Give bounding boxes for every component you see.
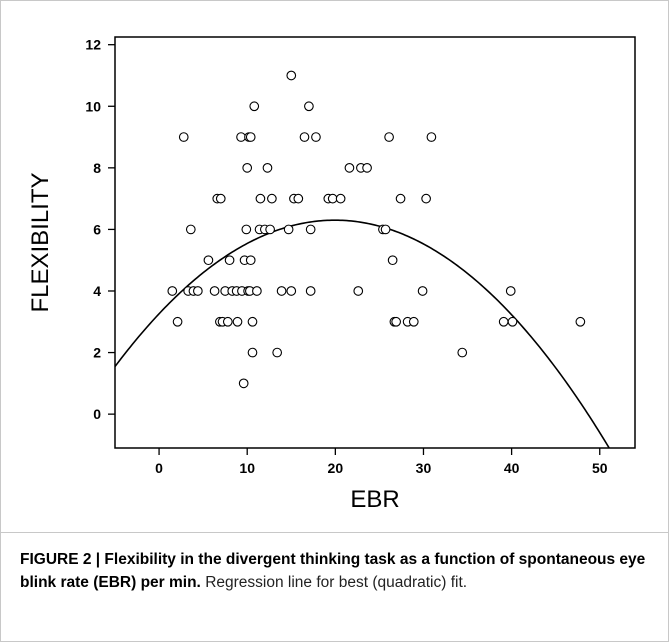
data-point	[262, 162, 273, 173]
data-point	[293, 193, 304, 204]
data-point	[222, 316, 233, 327]
regression-layer	[115, 219, 611, 448]
data-point	[247, 316, 258, 327]
data-point	[395, 193, 406, 204]
regression-curve	[115, 219, 611, 448]
y-axis-title: FLEXIBILITY	[27, 172, 54, 312]
data-point	[185, 224, 196, 235]
data-point	[498, 316, 509, 327]
data-point	[245, 255, 256, 266]
data-point	[265, 224, 275, 235]
x-tick-label: 20	[328, 460, 344, 476]
data-point	[344, 162, 355, 173]
x-tick-label: 40	[504, 460, 520, 476]
figure-caption: FIGURE 2 | Flexibility in the divergent …	[20, 548, 650, 594]
plot-area-border	[114, 36, 636, 449]
x-tick-label: 50	[592, 460, 608, 476]
data-point	[391, 316, 402, 327]
data-point	[193, 286, 203, 296]
data-point	[335, 193, 346, 204]
y-tick-label: 10	[85, 98, 101, 114]
caption-divider	[0, 532, 669, 533]
data-point	[417, 286, 428, 296]
data-point	[267, 193, 277, 204]
data-point	[507, 316, 518, 327]
data-point	[203, 255, 214, 266]
data-point	[457, 347, 468, 358]
data-point	[245, 132, 256, 142]
data-point	[238, 378, 249, 389]
y-tick-label: 2	[93, 345, 101, 361]
data-point	[178, 132, 189, 142]
data-point	[426, 132, 437, 142]
y-tick-label: 12	[85, 37, 101, 53]
data-point	[353, 286, 364, 296]
data-point	[304, 101, 314, 112]
caption-title: FIGURE 2 | Flexibility in the divergent …	[20, 551, 646, 591]
axis-ticks: 0 10 20 30 40 50 0 2 4 6 8 10 12	[85, 37, 607, 476]
data-point	[283, 224, 294, 235]
x-tick-label: 10	[239, 460, 255, 476]
y-tick-label: 6	[93, 221, 101, 237]
x-axis-title: EBR	[350, 486, 399, 513]
data-point	[276, 286, 287, 296]
data-point	[380, 224, 391, 235]
y-tick-label: 0	[93, 406, 101, 422]
scatter-chart: 0 10 20 30 40 50 0 2 4 6 8 10 12 EBR FLEXIBILITY	[27, 36, 636, 513]
data-point	[305, 224, 316, 235]
y-tick-label: 8	[93, 160, 101, 176]
data-point	[387, 255, 398, 266]
data-point	[232, 316, 243, 327]
y-tick-label: 4	[93, 283, 101, 299]
data-point	[255, 193, 266, 204]
data-point	[242, 162, 253, 173]
data-point	[286, 70, 297, 81]
data-point	[272, 347, 283, 358]
data-point	[215, 193, 226, 204]
data-point	[362, 162, 372, 173]
data-point	[421, 193, 431, 204]
data-point	[252, 286, 262, 296]
data-point	[505, 286, 516, 296]
data-points	[167, 70, 586, 389]
data-point	[305, 286, 316, 296]
data-point	[249, 101, 260, 112]
data-point	[384, 132, 394, 142]
data-point	[408, 316, 419, 327]
data-point	[172, 316, 183, 327]
data-point	[167, 286, 178, 296]
data-point	[209, 286, 220, 296]
data-point	[224, 255, 235, 266]
x-tick-label: 0	[155, 460, 163, 476]
data-point	[575, 316, 586, 327]
data-point	[327, 193, 338, 204]
data-point	[311, 132, 321, 142]
data-point	[286, 286, 297, 296]
caption-text: Regression line for best (quadratic) fit…	[205, 574, 468, 591]
x-tick-label: 30	[416, 460, 432, 476]
data-point	[241, 224, 252, 235]
data-point	[299, 132, 310, 142]
data-point	[236, 132, 246, 142]
data-point	[247, 347, 258, 358]
